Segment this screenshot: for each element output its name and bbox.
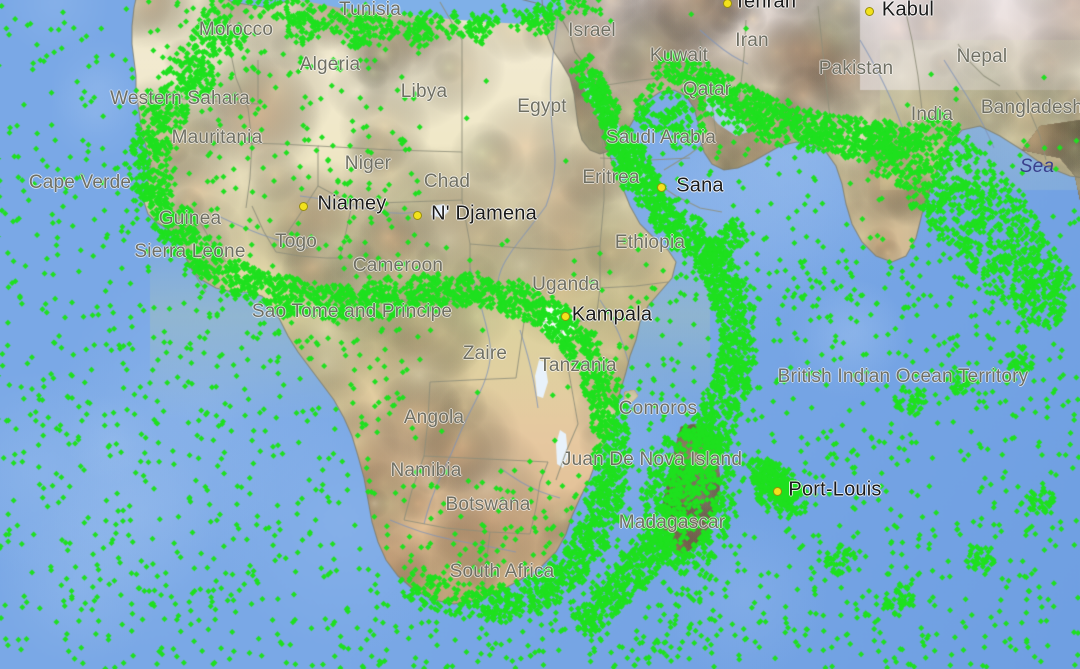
map-viewport[interactable]: Morocco Tunisia Algeria Libya Egypt Western S… — [0, 0, 1080, 669]
basemap-terrain-layer — [0, 0, 1080, 669]
